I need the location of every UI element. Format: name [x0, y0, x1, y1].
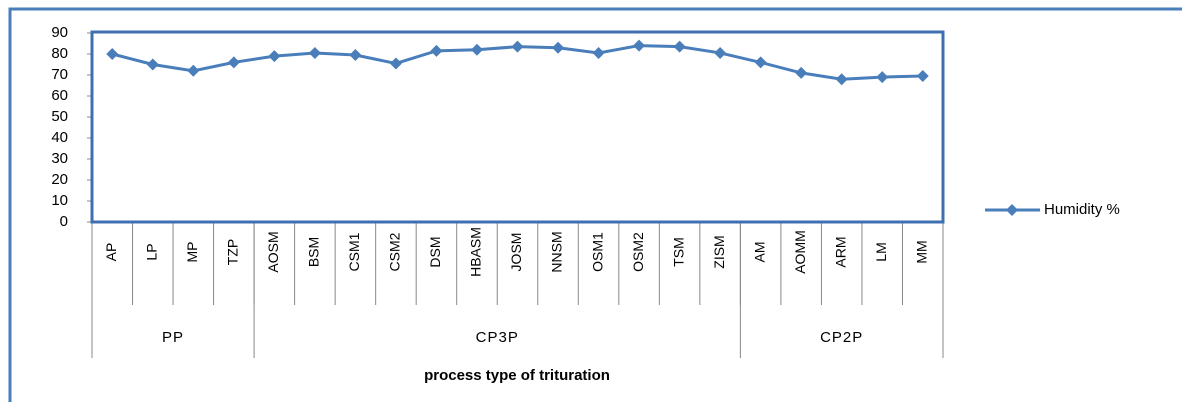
y-tick-label: 30 — [51, 150, 68, 167]
x-tick-label: AOSM — [265, 231, 281, 272]
x-tick-label: AM — [751, 242, 767, 263]
y-tick-label: 0 — [60, 213, 68, 230]
x-tick-label: CSM1 — [346, 232, 362, 271]
x-tick-label: JOSM — [508, 233, 524, 272]
data-point — [430, 44, 443, 57]
x-tick-label: MM — [913, 240, 929, 263]
group-label: CP2P — [820, 329, 863, 346]
data-point — [308, 46, 321, 59]
x-tick-label: TSM — [670, 237, 686, 267]
x-tick-label: ARM — [832, 236, 848, 267]
x-tick-label: ZISM — [711, 235, 727, 268]
y-tick-label: 50 — [51, 108, 68, 125]
data-point — [187, 64, 200, 77]
data-point — [876, 71, 889, 84]
x-tick-label: CSM2 — [387, 232, 403, 271]
data-point — [673, 40, 686, 53]
x-tick-label: AOMM — [792, 230, 808, 274]
data-point — [470, 43, 483, 56]
data-point — [916, 70, 929, 83]
group-label: CP3P — [476, 329, 519, 346]
data-point — [633, 39, 646, 52]
x-tick-label: DSM — [427, 236, 443, 267]
data-point — [146, 58, 159, 71]
x-tick-label: AP — [103, 243, 119, 262]
data-point — [835, 73, 848, 86]
x-tick-label: OSM2 — [630, 232, 646, 272]
chart-frame — [8, 7, 1182, 402]
data-point — [795, 66, 808, 79]
y-tick-label: 70 — [51, 66, 68, 83]
legend-marker — [1006, 204, 1018, 216]
y-tick-label: 10 — [51, 192, 68, 209]
y-tick-label: 20 — [51, 171, 68, 188]
y-tick-label: 90 — [51, 24, 68, 41]
data-point — [592, 46, 605, 59]
x-tick-label: BSM — [306, 237, 322, 267]
data-point — [268, 50, 281, 63]
y-tick-label: 80 — [51, 45, 68, 62]
x-tick-label: LM — [873, 242, 889, 261]
data-point — [714, 46, 727, 59]
group-label: PP — [162, 329, 184, 346]
legend-label: Humidity % — [1044, 201, 1120, 218]
x-tick-label: TZP — [225, 239, 241, 265]
x-tick-label: HBASM — [468, 227, 484, 277]
data-point — [552, 41, 565, 54]
y-tick-label: 40 — [51, 129, 68, 146]
data-point — [227, 56, 240, 69]
data-point — [106, 48, 119, 60]
x-tick-label: MP — [184, 242, 200, 263]
x-tick-label: OSM1 — [589, 232, 605, 272]
x-tick-label: LP — [143, 243, 159, 260]
x-tick-label: NNSM — [549, 231, 565, 272]
plot-border — [90, 30, 945, 224]
data-point — [389, 57, 402, 70]
data-point — [349, 49, 362, 62]
y-tick-label: 60 — [51, 87, 68, 104]
data-point — [511, 40, 524, 53]
data-point — [754, 56, 767, 69]
x-axis-title: process type of trituration — [424, 367, 610, 384]
